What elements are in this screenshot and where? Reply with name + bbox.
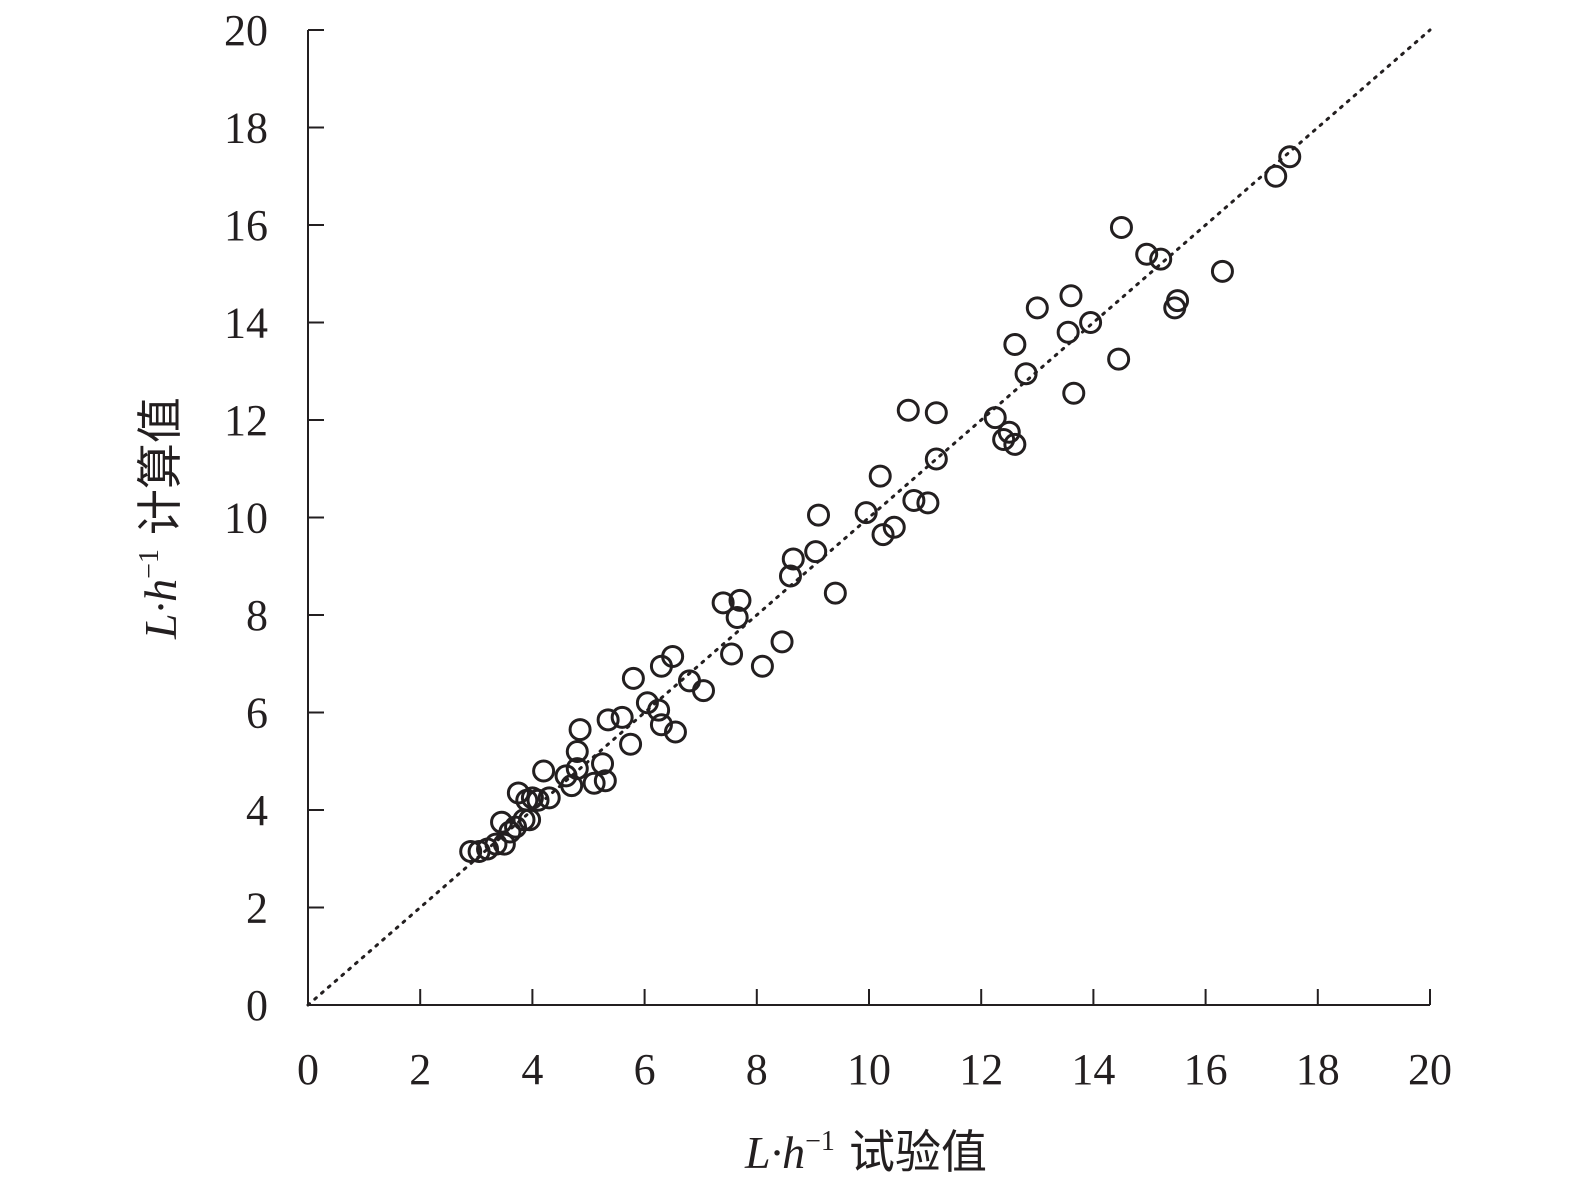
data-point (582, 771, 606, 795)
data-point (647, 698, 671, 722)
y-axis-title: L·h−1 计算值 (134, 397, 186, 640)
x-tick-label: 10 (847, 1045, 891, 1094)
x-tick-label: 12 (959, 1045, 1003, 1094)
y-tick-label: 10 (224, 494, 268, 543)
data-point (1166, 289, 1190, 313)
data-point (649, 713, 673, 737)
data-point (621, 666, 645, 690)
x-tick-label: 8 (746, 1045, 768, 1094)
data-point (492, 832, 516, 856)
data-point (1025, 296, 1049, 320)
data-point (711, 591, 735, 615)
data-point (661, 644, 685, 668)
y-tick-label: 0 (246, 981, 268, 1030)
y-tick-label: 14 (224, 299, 268, 348)
data-point (1210, 259, 1234, 283)
data-point (750, 654, 774, 678)
data-point (1109, 215, 1133, 239)
data-point (896, 398, 920, 422)
data-point (770, 630, 794, 654)
x-axis-title-text: 试验值 (849, 1127, 987, 1178)
data-point (728, 588, 752, 612)
data-point (1014, 362, 1038, 386)
data-point (823, 581, 847, 605)
data-point (1135, 242, 1159, 266)
data-point (498, 820, 522, 844)
y-tick-label: 12 (224, 396, 268, 445)
x-tick-label: 4 (521, 1045, 543, 1094)
data-point (532, 759, 556, 783)
data-point (619, 732, 643, 756)
data-point (871, 523, 895, 547)
x-ticks: 0 2 4 6 8 10 12 14 16 18 20 (297, 989, 1452, 1094)
x-tick-label: 14 (1071, 1045, 1115, 1094)
y-axis-title-sup: −1 (134, 549, 165, 579)
x-tick-label: 0 (297, 1045, 319, 1094)
data-point (924, 447, 948, 471)
data-point (596, 708, 620, 732)
x-tick-label: 20 (1408, 1045, 1452, 1094)
y-tick-label: 18 (224, 104, 268, 153)
data-point (568, 718, 592, 742)
data-point (526, 788, 550, 812)
data-point (916, 491, 940, 515)
data-point (1062, 381, 1086, 405)
x-tick-label: 6 (634, 1045, 656, 1094)
y-axis-title-var: L·h (135, 579, 186, 640)
data-point (663, 720, 687, 744)
data-point (868, 464, 892, 488)
data-point (1264, 164, 1288, 188)
data-point (459, 839, 483, 863)
data-point (725, 605, 749, 629)
data-point (804, 540, 828, 564)
y-tick-label: 2 (246, 884, 268, 933)
data-point (565, 740, 589, 763)
data-point (593, 769, 617, 793)
data-point (537, 786, 561, 810)
data-points (459, 145, 1302, 863)
data-point (1059, 284, 1083, 308)
data-point (882, 515, 906, 539)
data-point (484, 832, 508, 856)
y-ticks: 0 2 4 6 8 10 12 14 16 18 20 (224, 6, 324, 1030)
y-tick-label: 20 (224, 6, 268, 55)
x-axis-title: L·h−1 试验值 (744, 1126, 987, 1178)
y-tick-label: 16 (224, 201, 268, 250)
y-axis-title-text: 计算值 (135, 397, 186, 535)
x-axis-title-var: L·h (744, 1127, 805, 1178)
data-point (983, 406, 1007, 430)
data-point (591, 752, 615, 776)
data-point (1003, 432, 1027, 456)
x-tick-label: 18 (1296, 1045, 1340, 1094)
data-point (565, 757, 589, 781)
data-point (1149, 247, 1173, 271)
x-axis-title-sup: −1 (805, 1126, 835, 1157)
data-point (781, 547, 805, 571)
data-point (635, 691, 659, 715)
data-point (1107, 347, 1131, 371)
y-tick-label: 4 (246, 786, 268, 835)
data-point (692, 679, 716, 703)
data-point (720, 642, 744, 666)
data-point (902, 488, 926, 512)
data-point (1056, 320, 1080, 344)
y-tick-label: 6 (246, 689, 268, 738)
x-tick-label: 16 (1184, 1045, 1228, 1094)
data-point (518, 808, 542, 832)
y-tick-label: 8 (246, 591, 268, 640)
data-point (997, 420, 1021, 444)
data-point (854, 501, 878, 525)
data-point (778, 564, 802, 588)
data-point (924, 401, 948, 425)
data-point (610, 705, 634, 729)
data-point (1079, 311, 1103, 334)
data-point (1003, 332, 1027, 356)
data-point (1278, 145, 1302, 169)
data-point (807, 503, 831, 527)
x-tick-label: 2 (409, 1045, 431, 1094)
